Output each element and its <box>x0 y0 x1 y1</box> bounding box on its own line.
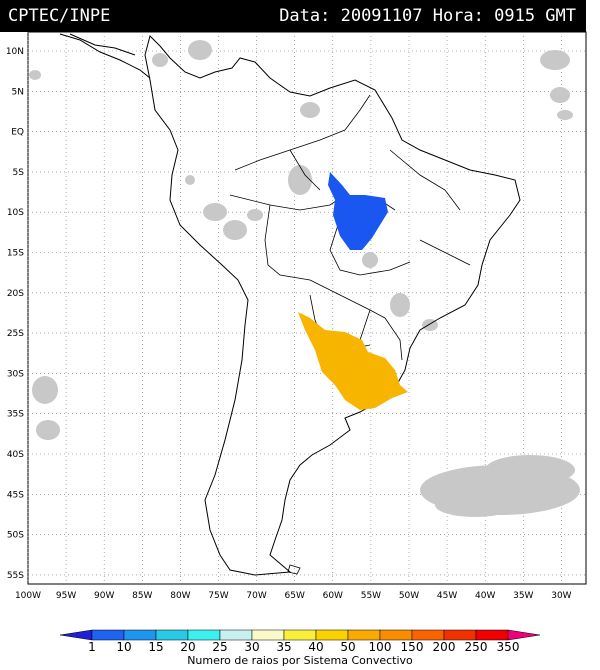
latitude-label: 55S <box>7 571 24 581</box>
cloud <box>557 110 573 120</box>
latitude-label: 10S <box>7 208 24 218</box>
latitude-label: 5N <box>12 87 24 97</box>
latitude-label: 10N <box>6 47 24 57</box>
colorbar-tick-label: 20 <box>180 640 195 654</box>
colorbar-tick-label: 15 <box>148 640 163 654</box>
cloud <box>32 376 58 404</box>
central-america-coastline <box>59 33 151 79</box>
latitude-labels: 10N 5N EQ 5S 10S 15S 20S 25S 30S 35S 40S 45S 50S 55S <box>6 47 24 581</box>
colorbar-tick-label: 50 <box>340 640 355 654</box>
colorbar-tick-label: 35 <box>276 640 291 654</box>
colorbar-segment <box>283 629 317 641</box>
longitude-label: 70W <box>246 591 266 601</box>
longitude-label: 60W <box>323 591 343 601</box>
colorbar-segment <box>379 629 413 641</box>
longitude-label: 40W <box>475 591 495 601</box>
cloud <box>188 40 212 60</box>
colorbar-segment <box>155 629 189 641</box>
cloud <box>247 209 263 221</box>
cloud <box>362 252 378 268</box>
longitude-label: 80W <box>170 591 190 601</box>
longitude-label: 90W <box>94 591 114 601</box>
map-header: CPTEC/INPE Data: 20091107 Hora: 0915 GMT <box>0 0 586 32</box>
cloud <box>435 493 515 517</box>
header-source: CPTEC/INPE <box>8 6 111 26</box>
colorbar-tick-label: 150 <box>401 640 424 654</box>
convective-system-orange <box>298 312 408 410</box>
colorbar-segment <box>123 629 157 641</box>
colorbar-tick-label: 100 <box>369 640 392 654</box>
cloud <box>288 165 312 195</box>
longitude-label: 85W <box>132 591 152 601</box>
colorbar-segment <box>315 629 349 641</box>
latitude-label: 15S <box>7 249 24 259</box>
cloud-layer <box>29 40 580 517</box>
colorbar-segment <box>59 629 93 641</box>
convective-system-blue <box>328 172 388 250</box>
colorbar: 1 10 15 20 25 30 35 40 50 100 150 200 250 350 <box>59 629 541 654</box>
longitude-label: 55W <box>361 591 381 601</box>
colorbar-segment <box>507 629 541 641</box>
cloud <box>300 102 320 118</box>
cloud <box>485 455 575 485</box>
cloud <box>185 175 195 185</box>
colorbar-segment <box>475 629 509 641</box>
cloud <box>203 203 227 221</box>
colorbar-segment <box>219 629 253 641</box>
header-datetime: Data: 20091107 Hora: 0915 GMT <box>279 6 576 26</box>
colorbar-tick-label: 10 <box>116 640 131 654</box>
latitude-label: 50S <box>7 531 24 541</box>
longitude-label: 45W <box>437 591 457 601</box>
falkland-islands <box>287 564 301 575</box>
cloud <box>223 220 247 240</box>
longitude-label: 50W <box>399 591 419 601</box>
colorbar-segment <box>251 629 285 641</box>
latitude-label: 45S <box>7 490 24 500</box>
colorbar-segment <box>91 629 125 641</box>
cloud <box>152 53 168 67</box>
colorbar-tick-label: 250 <box>465 640 488 654</box>
colorbar-segment <box>187 629 221 641</box>
longitude-label: 100W <box>15 591 41 601</box>
south-america-coastline <box>144 35 521 576</box>
latitude-label: EQ <box>11 128 24 138</box>
longitude-labels: 100W 95W 90W 85W 80W 75W 70W 65W 60W 55W 50W 45W 40W… <box>15 591 572 601</box>
colorbar-segment <box>443 629 477 641</box>
colorbar-title: Numero de raios por Sistema Convectivo <box>187 654 413 667</box>
latitude-label: 25S <box>7 329 24 339</box>
cloud <box>36 420 60 440</box>
latitude-label: 40S <box>7 450 24 460</box>
cloud <box>29 70 41 80</box>
latitude-label: 5S <box>13 168 25 178</box>
colorbar-tick-label: 40 <box>308 640 323 654</box>
longitude-label: 35W <box>513 591 533 601</box>
colorbar-tick-label: 1 <box>88 640 96 654</box>
cloud <box>550 87 570 103</box>
colorbar-tick-label: 25 <box>212 640 227 654</box>
longitude-label: 65W <box>285 591 305 601</box>
longitude-label: 30W <box>551 591 571 601</box>
latitude-label: 35S <box>7 410 24 420</box>
latitude-label: 30S <box>7 369 24 379</box>
longitude-label: 75W <box>208 591 228 601</box>
cloud <box>540 50 570 70</box>
longitude-label: 95W <box>56 591 76 601</box>
colorbar-segment <box>411 629 445 641</box>
colorbar-tick-label: 30 <box>244 640 259 654</box>
colorbar-segment <box>347 629 381 641</box>
cloud <box>390 293 410 317</box>
latitude-label: 20S <box>7 289 24 299</box>
colorbar-tick-label: 350 <box>497 640 520 654</box>
colorbar-tick-label: 200 <box>433 640 456 654</box>
